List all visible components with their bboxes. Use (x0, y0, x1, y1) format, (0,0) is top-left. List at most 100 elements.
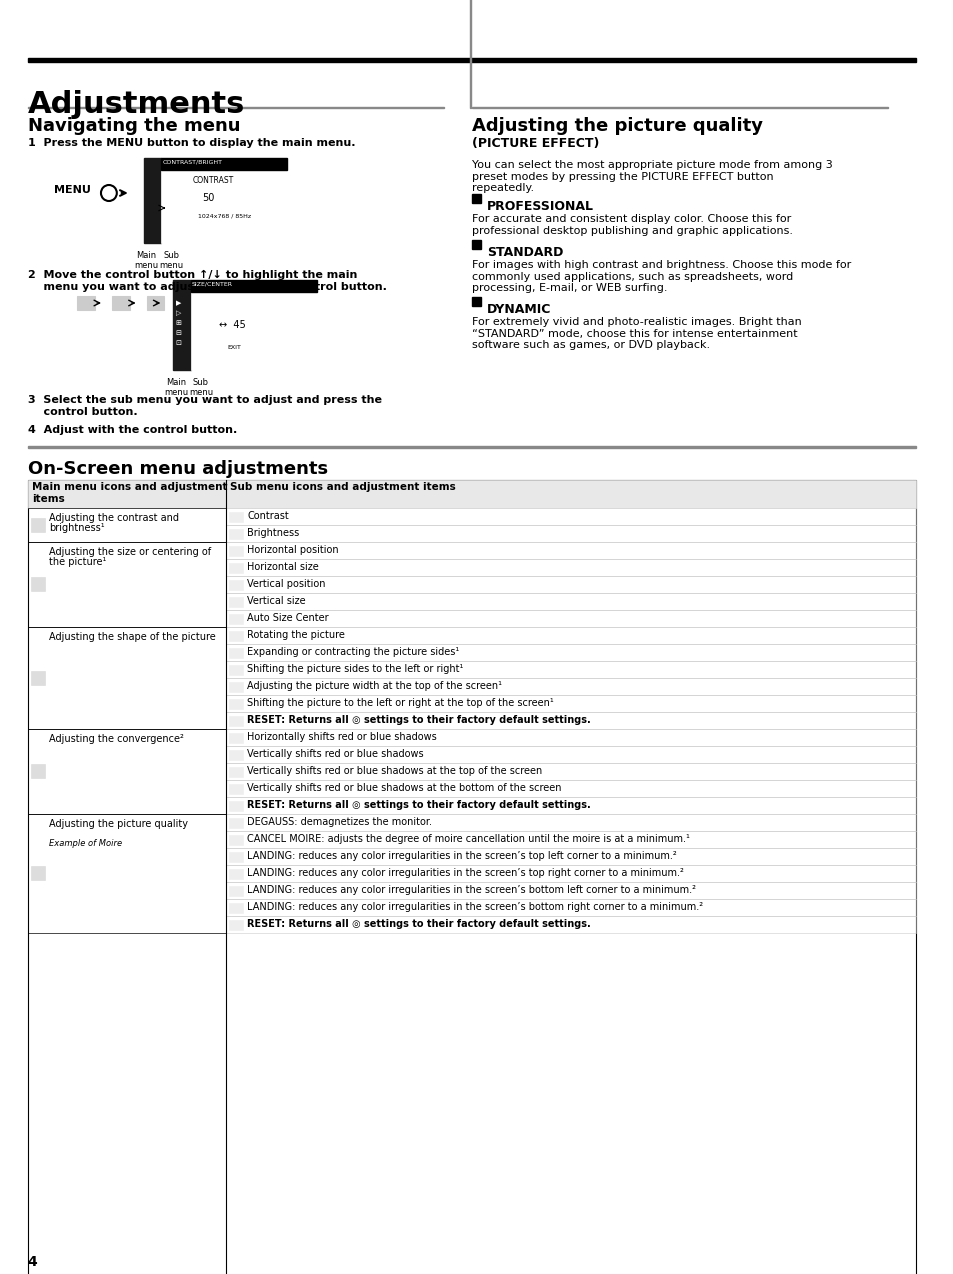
Text: CANCEL MOIRE: adjusts the degree of moire cancellation until the moire is at a m: CANCEL MOIRE: adjusts the degree of moir… (247, 834, 690, 843)
Bar (470, 0, 471, 108)
Text: 1  Press the MENU button to display the main menu.: 1 Press the MENU button to display the m… (28, 138, 355, 148)
Text: SIZE/CENTER: SIZE/CENTER (192, 282, 233, 285)
Text: ▷: ▷ (175, 310, 181, 316)
Text: Vertically shifts red or blue shadows at the bottom of the screen: Vertically shifts red or blue shadows at… (247, 784, 561, 792)
Text: Adjusting the shape of the picture: Adjusting the shape of the picture (50, 632, 216, 642)
Text: Sub
menu: Sub menu (189, 378, 213, 397)
Text: 50: 50 (201, 192, 213, 203)
Text: MENU: MENU (54, 185, 91, 195)
Text: ↔  45: ↔ 45 (219, 320, 246, 330)
Text: ⊡: ⊡ (175, 340, 181, 347)
Bar (226, 559, 915, 576)
Text: 1024x768 / 85Hz: 1024x768 / 85Hz (198, 213, 251, 218)
Bar (226, 576, 915, 592)
Text: LANDING: reduces any color irregularities in the screen’s top left corner to a m: LANDING: reduces any color irregularitie… (247, 851, 677, 861)
Bar (28, 446, 915, 448)
Bar (226, 627, 915, 643)
Text: Shifting the picture to the left or right at the top of the screen¹: Shifting the picture to the left or righ… (247, 698, 554, 708)
Text: Navigating the menu: Navigating the menu (28, 117, 240, 135)
Bar (30, 577, 45, 591)
Bar (77, 296, 95, 310)
Text: Adjusting the picture width at the top of the screen¹: Adjusting the picture width at the top o… (247, 682, 502, 691)
Text: Main menu icons and adjustment
items: Main menu icons and adjustment items (31, 482, 227, 503)
Text: Rotating the picture: Rotating the picture (247, 631, 345, 640)
Text: STANDARD: STANDARD (487, 246, 563, 259)
Text: Adjustments: Adjustments (28, 90, 245, 118)
Bar (173, 280, 191, 369)
Bar (229, 869, 242, 879)
Text: DEGAUSS: demagnetizes the monitor.: DEGAUSS: demagnetizes the monitor. (247, 817, 432, 827)
Bar (472, 240, 480, 248)
Bar (226, 678, 915, 696)
Text: RESET: Returns all ◎ settings to their factory default settings.: RESET: Returns all ◎ settings to their f… (247, 800, 591, 810)
Text: ▶: ▶ (175, 299, 181, 306)
Bar (226, 643, 915, 661)
Bar (229, 665, 242, 675)
Text: (PICTURE EFFECT): (PICTURE EFFECT) (472, 138, 598, 150)
Bar (30, 764, 45, 778)
Bar (229, 512, 242, 522)
Text: Sub menu icons and adjustment items: Sub menu icons and adjustment items (230, 482, 455, 492)
Text: RESET: Returns all ◎ settings to their factory default settings.: RESET: Returns all ◎ settings to their f… (247, 715, 591, 725)
Text: Main
menu: Main menu (164, 378, 188, 397)
Bar (161, 158, 287, 243)
Bar (226, 882, 915, 899)
Bar (229, 614, 242, 624)
Bar (28, 107, 443, 108)
Bar (147, 296, 164, 310)
Bar (226, 525, 915, 541)
Bar (472, 194, 480, 203)
Bar (226, 798, 915, 814)
Text: 4: 4 (28, 1255, 37, 1269)
Bar (226, 696, 915, 712)
Text: EXIT: EXIT (228, 345, 241, 350)
Bar (229, 529, 242, 539)
Text: Example of Moire: Example of Moire (50, 840, 123, 848)
Bar (229, 733, 242, 743)
Text: For accurate and consistent display color. Choose this for
professional desktop : For accurate and consistent display colo… (472, 214, 792, 236)
Bar (28, 627, 226, 729)
Bar (161, 158, 287, 169)
Text: Vertically shifts red or blue shadows at the top of the screen: Vertically shifts red or blue shadows at… (247, 766, 542, 776)
Bar (30, 866, 45, 880)
Bar (226, 508, 915, 525)
Bar (30, 671, 45, 685)
Bar (229, 682, 242, 692)
Text: Vertical size: Vertical size (247, 596, 306, 606)
Text: Adjusting the picture quality: Adjusting the picture quality (50, 819, 189, 829)
Text: Vertically shifts red or blue shadows: Vertically shifts red or blue shadows (247, 749, 424, 759)
Bar (28, 508, 226, 541)
Text: Vertical position: Vertical position (247, 578, 326, 589)
Text: Expanding or contracting the picture sides¹: Expanding or contracting the picture sid… (247, 647, 459, 657)
Text: You can select the most appropriate picture mode from among 3
preset modes by pr: You can select the most appropriate pict… (472, 161, 832, 194)
Bar (229, 699, 242, 710)
Bar (30, 519, 45, 533)
Text: For images with high contrast and brightness. Choose this mode for
commonly used: For images with high contrast and bright… (472, 260, 851, 293)
Bar (226, 592, 915, 610)
Text: CONTRAST/BRIGHT: CONTRAST/BRIGHT (162, 159, 222, 164)
Text: 4  Adjust with the control button.: 4 Adjust with the control button. (28, 426, 236, 434)
Text: Horizontally shifts red or blue shadows: Horizontally shifts red or blue shadows (247, 733, 436, 741)
Text: For extremely vivid and photo-realistic images. Bright than
“STANDARD” mode, cho: For extremely vivid and photo-realistic … (472, 317, 801, 350)
Text: Adjusting the size or centering of: Adjusting the size or centering of (50, 547, 212, 557)
Text: ⊟: ⊟ (175, 330, 181, 336)
Bar (229, 834, 242, 845)
Text: ⊞: ⊞ (175, 320, 181, 326)
Bar (226, 712, 915, 729)
Text: LANDING: reduces any color irregularities in the screen’s bottom right corner to: LANDING: reduces any color irregularitie… (247, 902, 703, 912)
Bar (229, 903, 242, 913)
Text: PROFESSIONAL: PROFESSIONAL (487, 200, 594, 213)
Bar (28, 480, 915, 1274)
Bar (229, 818, 242, 828)
Bar (472, 107, 887, 108)
Bar (229, 852, 242, 862)
Bar (229, 563, 242, 573)
Bar (229, 801, 242, 812)
Bar (229, 920, 242, 930)
Text: the picture¹: the picture¹ (50, 557, 107, 567)
Text: Sub
menu: Sub menu (159, 251, 183, 270)
Text: Adjusting the convergence²: Adjusting the convergence² (50, 734, 184, 744)
Bar (28, 480, 915, 508)
Bar (226, 763, 915, 780)
Text: Contrast: Contrast (247, 511, 289, 521)
